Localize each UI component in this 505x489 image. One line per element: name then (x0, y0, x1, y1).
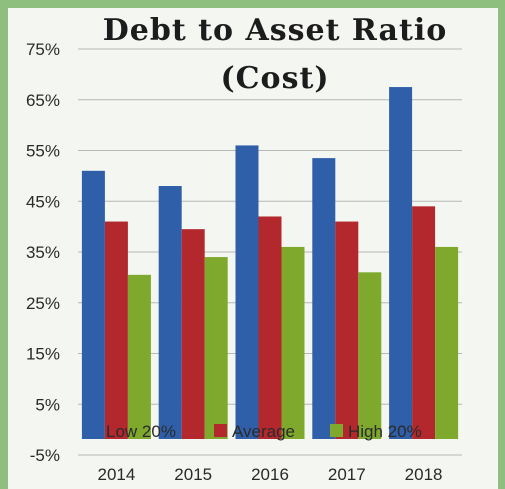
x-tick-label: 2014 (97, 465, 135, 484)
bar-high-20- (358, 272, 382, 439)
bar-low-20- (158, 186, 182, 439)
bar-low-20- (389, 87, 413, 439)
x-tick-label: 2015 (174, 465, 212, 484)
x-tick-label: 2018 (405, 465, 443, 484)
y-tick-label: 5% (35, 395, 60, 414)
chart-subtitle: (Cost) (220, 61, 330, 96)
bar-average (412, 206, 436, 439)
legend: Low 20% Average High 20% (88, 422, 422, 441)
bar-low-20- (312, 158, 336, 440)
legend-swatch (88, 424, 101, 437)
x-tick-label: 2017 (328, 465, 366, 484)
bar-average (104, 221, 128, 439)
y-axis-ticks: 75% 65% 55% 45% 35% 25% 15% 5% -5% (26, 40, 60, 465)
bar-low-20- (235, 145, 259, 440)
legend-label: High 20% (348, 422, 422, 441)
legend-label: Average (232, 422, 295, 441)
bar-average (258, 216, 282, 439)
y-tick-label: 15% (26, 345, 60, 364)
y-tick-label: 55% (26, 142, 60, 161)
legend-label: Low 20% (106, 422, 176, 441)
y-tick-label: -5% (30, 446, 60, 465)
legend-swatch (214, 424, 227, 437)
bar-high-20- (204, 257, 228, 439)
x-tick-label: 2016 (251, 465, 289, 484)
y-tick-label: 25% (26, 294, 60, 313)
bar-high-20- (435, 246, 459, 439)
y-tick-label: 75% (26, 40, 60, 59)
y-tick-label: 45% (26, 192, 60, 211)
legend-swatch (330, 424, 343, 437)
y-tick-label: 35% (26, 243, 60, 262)
x-axis-ticks: 2014 2015 2016 2017 2018 (97, 465, 442, 484)
bar-low-20- (81, 170, 105, 440)
chart-title: Debt to Asset Ratio (102, 13, 448, 48)
bars (81, 87, 459, 440)
bar-average (335, 221, 359, 439)
bar-high-20- (281, 246, 305, 439)
bar-average (181, 229, 205, 439)
bar-high-20- (127, 274, 151, 439)
y-tick-label: 65% (26, 91, 60, 110)
